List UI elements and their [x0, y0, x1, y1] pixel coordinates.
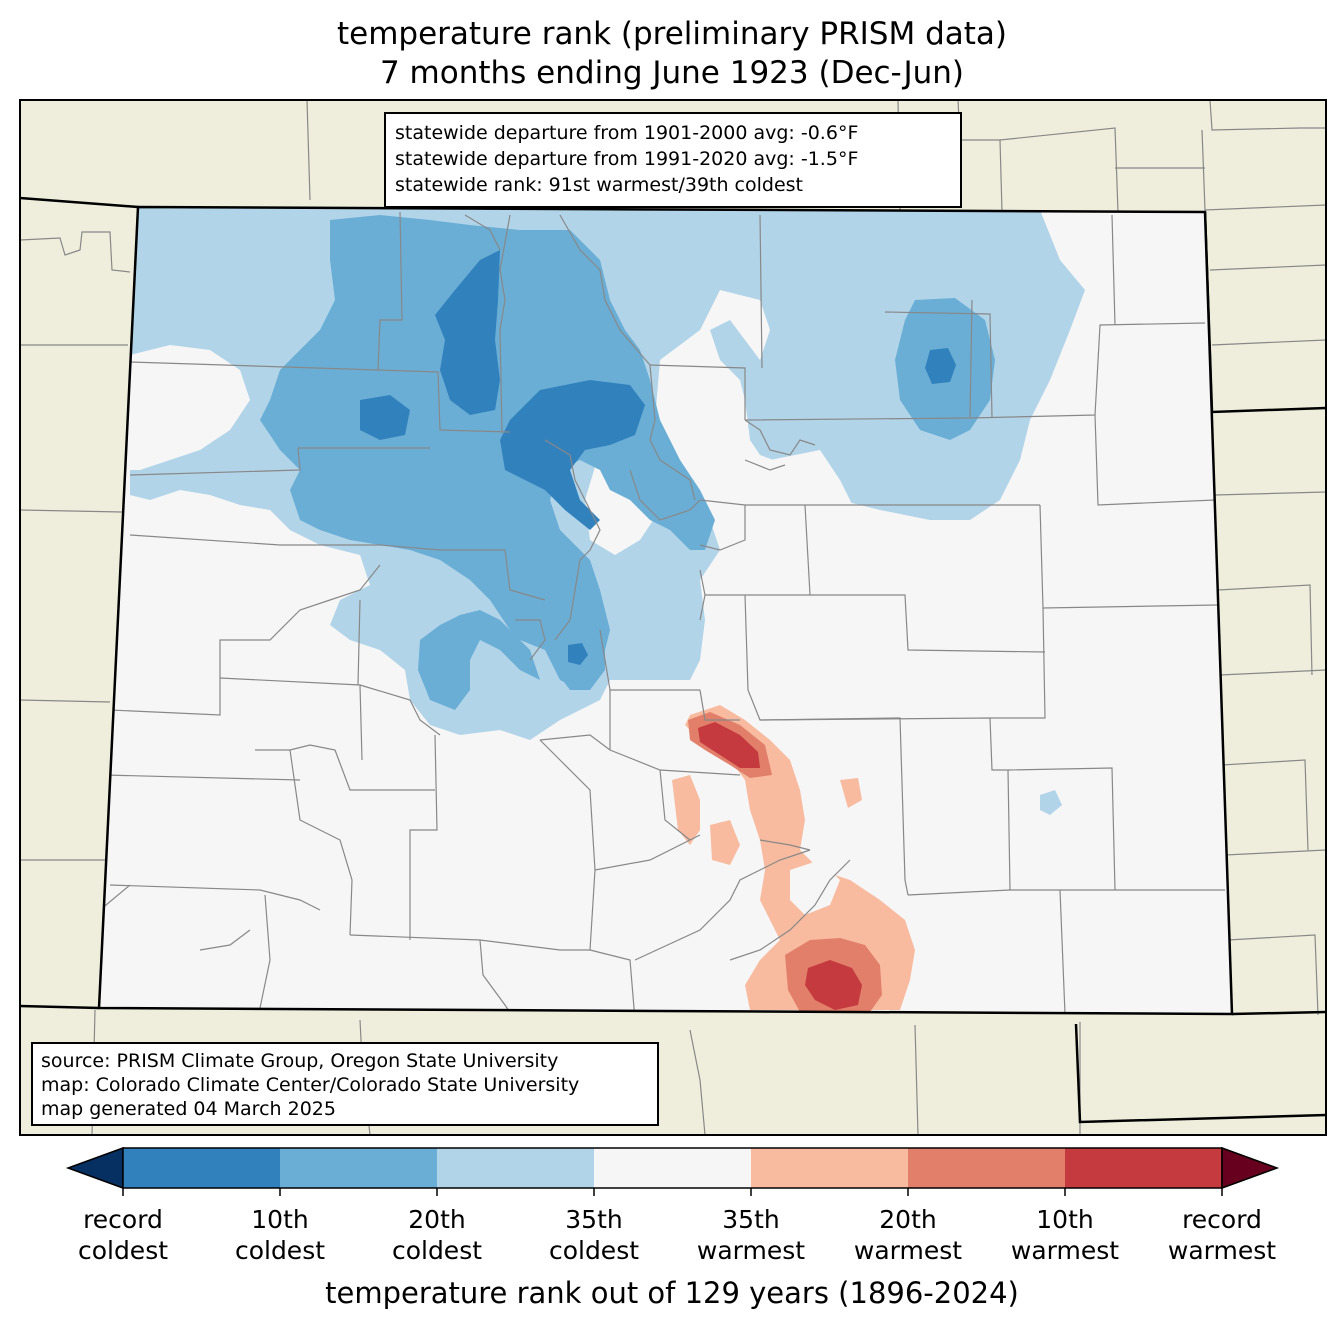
- colorbar-extend-warmest: [1221, 1146, 1280, 1190]
- source-map-credit: map: Colorado Climate Center/Colorado St…: [41, 1074, 580, 1096]
- shading-record-10th-coldest-flattops: [360, 395, 410, 440]
- shading-20th-35th-coldest-southwest-spot: [1040, 790, 1062, 815]
- colorbar-segment-record-10th-coldest: [123, 1148, 280, 1188]
- statewide-stats-box: statewide departure from 1901-2000 avg: …: [384, 112, 962, 208]
- colorbar-segment-20th-10th-warmest: [908, 1148, 1065, 1188]
- shading-35th-20th-warmest-southeast: [685, 705, 915, 1010]
- stats-statewide-rank: statewide rank: 91st warmest/39th coldes…: [395, 174, 804, 196]
- colorbar-segment-10th-20th-coldest: [280, 1148, 437, 1188]
- source-data-credit: source: PRISM Climate Group, Oregon Stat…: [41, 1050, 559, 1072]
- shading-35th-20th-warmest-spot3: [840, 778, 862, 808]
- colorbar-outline: [122, 1147, 1223, 1189]
- colorbar-segment-near-normal: [594, 1148, 751, 1188]
- map-frame-border: [19, 99, 1327, 1136]
- shading-record-10th-coldest-sanjuan-core: [568, 643, 588, 665]
- colorbar-tick-label-2: 20th coldest: [391, 1205, 483, 1265]
- shading-near-normal-hole-south: [790, 860, 840, 915]
- colorbar: [65, 1146, 1280, 1196]
- colorbar-tick-label-7: record warmest: [1167, 1205, 1277, 1265]
- map-title-line1: temperature rank (preliminary PRISM data…: [336, 16, 1007, 52]
- source-generated-date: map generated 04 March 2025: [41, 1098, 336, 1120]
- shading-35th-20th-warmest-westspot: [672, 775, 700, 845]
- map-title-line2: 7 months ending June 1923 (Dec-Jun): [379, 55, 965, 91]
- shading-10th-20th-coldest-mountains: [260, 215, 715, 710]
- colorbar-tick-label-6: 10th warmest: [1010, 1205, 1120, 1265]
- colorbar-tick-label-4: 35th warmest: [696, 1205, 806, 1265]
- colorbar-segment-20th-35th-coldest: [437, 1148, 594, 1188]
- shading-35th-20th-warmest-spot2: [710, 820, 740, 865]
- colorbar-tick-label-3: 35th coldest: [548, 1205, 640, 1265]
- colorado-county-lines: [99, 211, 1225, 1014]
- colorbar-segment-35th-20th-warmest: [751, 1148, 908, 1188]
- colorbar-extend-coldest: [65, 1146, 124, 1190]
- shading-near-normal-west: [128, 345, 250, 470]
- colorbar-ticks: [122, 1188, 1223, 1196]
- shading-record-10th-coldest-parkrange: [435, 250, 500, 415]
- colorbar-axis-label: temperature rank out of 129 years (1896-…: [325, 1276, 1019, 1310]
- shading-record-10th-coldest-gore: [500, 380, 645, 530]
- stats-departure-1991-2020: statewide departure from 1991-2020 avg: …: [395, 148, 859, 170]
- source-box: source: PRISM Climate Group, Oregon Stat…: [31, 1042, 659, 1126]
- shading-record-10th-coldest-northeast-core: [925, 348, 956, 384]
- shading-10th-record-warmest-raton: [805, 960, 862, 1010]
- stats-departure-1901-2000: statewide departure from 1901-2000 avg: …: [395, 122, 859, 144]
- colorbar-tick-label-0: record coldest: [77, 1205, 169, 1265]
- colorbar-tick-label-5: 20th warmest: [853, 1205, 963, 1265]
- colorbar-segment-10th-record-warmest: [1065, 1148, 1222, 1188]
- shading-10th-record-warmest-wetmountain: [698, 722, 760, 768]
- colorado-border: [97, 205, 1234, 1016]
- colorbar-tick-label-1: 10th coldest: [234, 1205, 326, 1265]
